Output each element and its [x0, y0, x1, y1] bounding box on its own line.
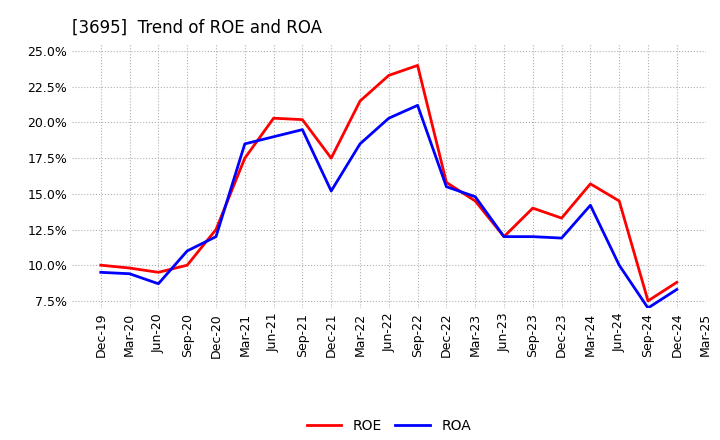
ROA — [183, 248, 192, 253]
ROA — [96, 270, 105, 275]
ROE — [96, 263, 105, 268]
ROA — [212, 234, 220, 239]
ROE — [615, 198, 624, 204]
ROE — [125, 265, 134, 271]
ROA — [269, 134, 278, 139]
ROE — [500, 234, 508, 239]
ROE — [471, 198, 480, 204]
ROA — [528, 234, 537, 239]
ROE — [183, 263, 192, 268]
ROE — [384, 73, 393, 78]
ROE — [528, 205, 537, 211]
ROA — [413, 103, 422, 108]
Text: [3695]  Trend of ROE and ROA: [3695] Trend of ROE and ROA — [72, 19, 322, 37]
ROE — [327, 155, 336, 161]
ROA — [586, 202, 595, 208]
ROA — [500, 234, 508, 239]
ROA — [615, 263, 624, 268]
Line: ROA: ROA — [101, 105, 677, 308]
ROA — [356, 141, 364, 147]
ROE — [557, 216, 566, 221]
ROA — [240, 141, 249, 147]
ROE — [212, 227, 220, 232]
ROE — [298, 117, 307, 122]
ROE — [154, 270, 163, 275]
ROA — [154, 281, 163, 286]
ROE — [442, 180, 451, 185]
ROA — [298, 127, 307, 132]
ROA — [471, 194, 480, 199]
ROA — [327, 188, 336, 194]
ROA — [557, 235, 566, 241]
ROE — [356, 99, 364, 104]
ROE — [240, 155, 249, 161]
ROE — [644, 298, 652, 304]
ROE — [269, 116, 278, 121]
ROE — [586, 181, 595, 187]
ROA — [125, 271, 134, 276]
ROE — [413, 63, 422, 68]
Legend: ROE, ROA: ROE, ROA — [301, 413, 477, 438]
ROA — [672, 287, 681, 292]
ROA — [384, 116, 393, 121]
ROA — [644, 305, 652, 311]
ROA — [442, 184, 451, 189]
ROE — [672, 280, 681, 285]
Line: ROE: ROE — [101, 66, 677, 301]
